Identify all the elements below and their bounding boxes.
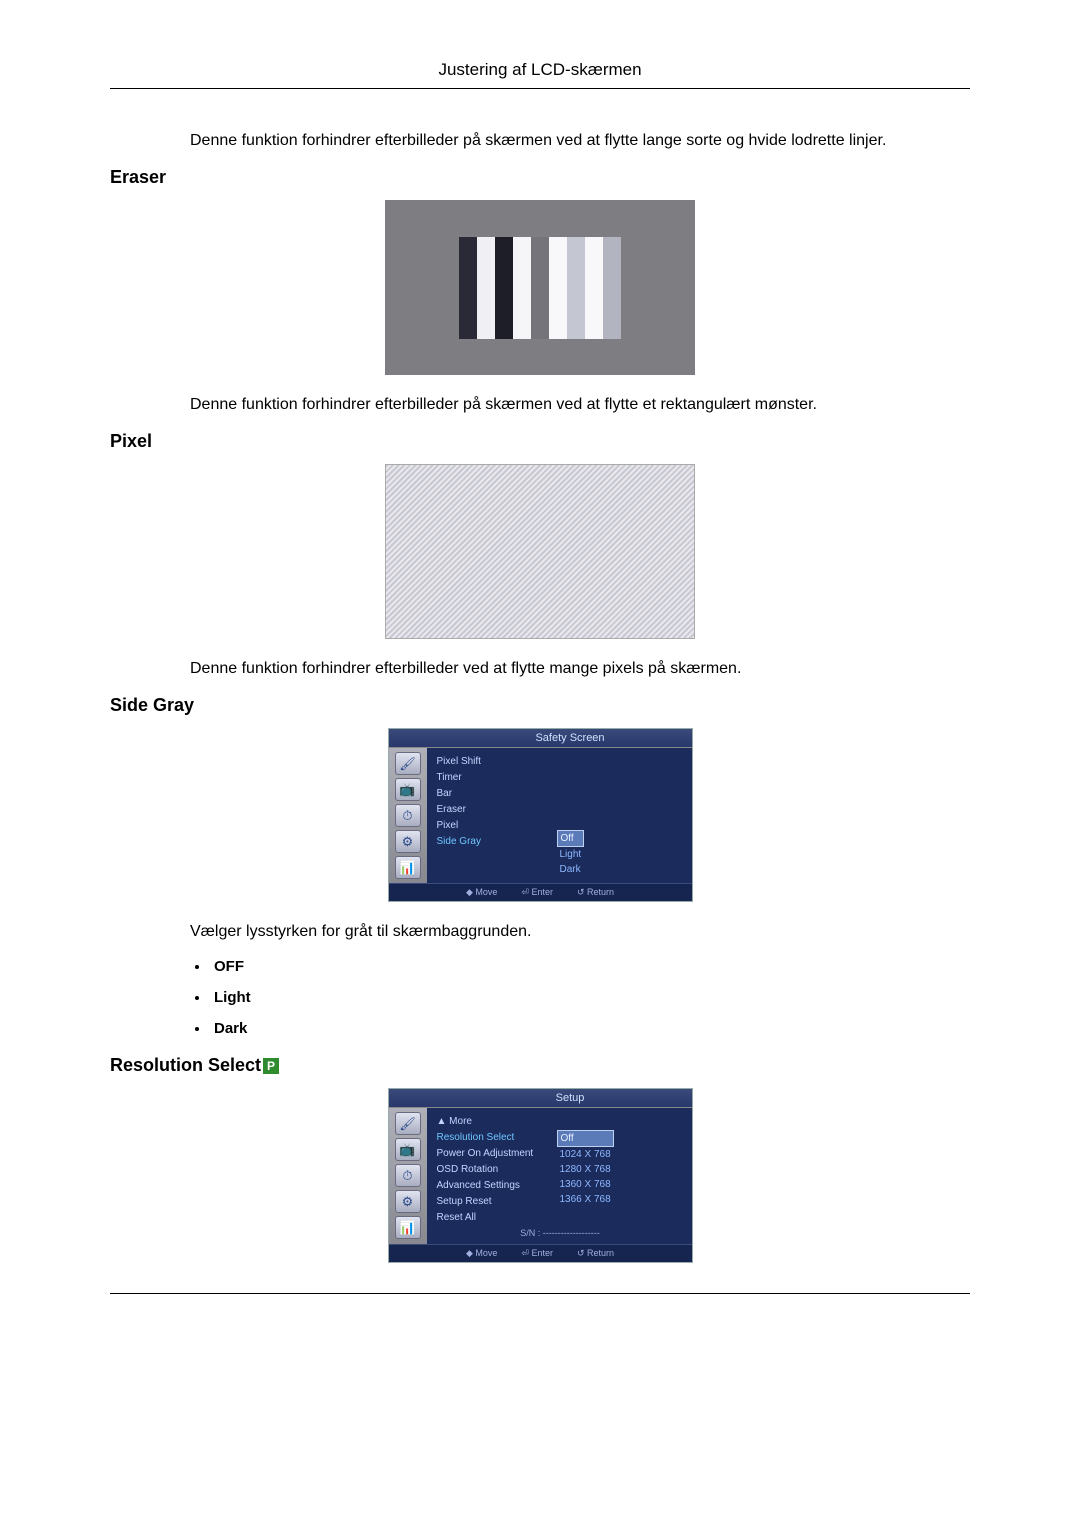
eraser-bar (459, 237, 477, 339)
osd-value-option[interactable]: Light (557, 847, 585, 862)
osd-value-option[interactable]: 1360 X 768 (557, 1177, 614, 1192)
osd-menu-item[interactable]: Bar (437, 786, 684, 802)
osd-value-option[interactable]: Off (557, 830, 585, 847)
osd-value-option[interactable]: Dark (557, 862, 585, 877)
osd-menu-item[interactable]: ▲ More (437, 1114, 684, 1130)
eraser-bar (585, 237, 603, 339)
resolution-heading-text: Resolution Select (110, 1055, 261, 1075)
osd-value-option[interactable]: 1024 X 768 (557, 1147, 614, 1162)
osd-sidebar-icon: 🖌 (395, 752, 421, 775)
pixel-desc: Denne funktion forhindrer efterbilleder … (190, 657, 970, 681)
osd-title-setup: Setup (556, 1092, 585, 1104)
osd-menu-item[interactable]: Pixel Shift (437, 754, 684, 770)
osd-footer-hint: ↺ Return (577, 1248, 614, 1259)
eraser-bar (567, 237, 585, 339)
osd-safety-screen: Safety Screen 🖌 📺 ⏱ ⚙ 📊 Pixel ShiftTimerBarE… (388, 728, 693, 902)
osd-footer-hint: ◆ Move (466, 1248, 497, 1259)
eraser-bar (513, 237, 531, 339)
page-header: Justering af LCD-skærmen (110, 60, 970, 89)
osd-value-option[interactable]: 1366 X 768 (557, 1192, 614, 1207)
serial-number: S/N : ------------------- (437, 1226, 684, 1240)
osd-title: Safety Screen (535, 732, 604, 744)
osd-sidebar-icon: 📊 (395, 1216, 421, 1239)
option-item: Dark (210, 1020, 970, 1037)
osd-footer-hint: ⏎ Enter (521, 1248, 553, 1259)
eraser-bar (495, 237, 513, 339)
osd-sidebar-icon: 📺 (395, 778, 421, 801)
osd-sidebar-icon: 📊 (395, 856, 421, 879)
osd-menu-item[interactable]: Timer (437, 770, 684, 786)
osd-footer-hint: ⏎ Enter (521, 887, 553, 898)
osd-sidebar-icon: ⏱ (395, 1164, 421, 1187)
osd-setup: Setup 🖌📺⏱⚙📊 ▲ MoreResolution SelectPower… (388, 1088, 693, 1263)
osd-sidebar-icon: ⚙ (395, 1190, 421, 1213)
footer-rule (110, 1293, 970, 1294)
osd-footer-hint: ↺ Return (577, 887, 614, 898)
eraser-desc: Denne funktion forhindrer efterbilleder … (190, 393, 970, 417)
intro-text: Denne funktion forhindrer efterbilleder … (190, 129, 970, 153)
heading-eraser: Eraser (110, 167, 970, 188)
osd-sidebar-icon: 🖌 (395, 1112, 421, 1135)
eraser-bar (477, 237, 495, 339)
eraser-bar (603, 237, 621, 339)
osd-sidebar-icon: 📺 (395, 1138, 421, 1161)
option-item: OFF (210, 958, 970, 975)
eraser-figure (385, 200, 695, 375)
osd-footer-hint: ◆ Move (466, 887, 497, 898)
osd-value-option[interactable]: 1280 X 768 (557, 1162, 614, 1177)
sidegray-desc: Vælger lysstyrken for gråt til skærmbagg… (190, 920, 970, 944)
osd-value-option[interactable]: Off (557, 1130, 614, 1147)
osd-sidebar-icon: ⏱ (395, 804, 421, 827)
eraser-bar (549, 237, 567, 339)
osd-menu-item[interactable]: Reset All (437, 1210, 684, 1226)
pixel-figure (385, 464, 695, 639)
heading-sidegray: Side Gray (110, 695, 970, 716)
p-badge-icon: P (263, 1058, 279, 1074)
osd-menu-item[interactable]: Eraser (437, 802, 684, 818)
heading-resolution: Resolution SelectP (110, 1055, 970, 1076)
option-item: Light (210, 989, 970, 1006)
heading-pixel: Pixel (110, 431, 970, 452)
eraser-bar (531, 237, 549, 339)
osd-sidebar-icon: ⚙ (395, 830, 421, 853)
